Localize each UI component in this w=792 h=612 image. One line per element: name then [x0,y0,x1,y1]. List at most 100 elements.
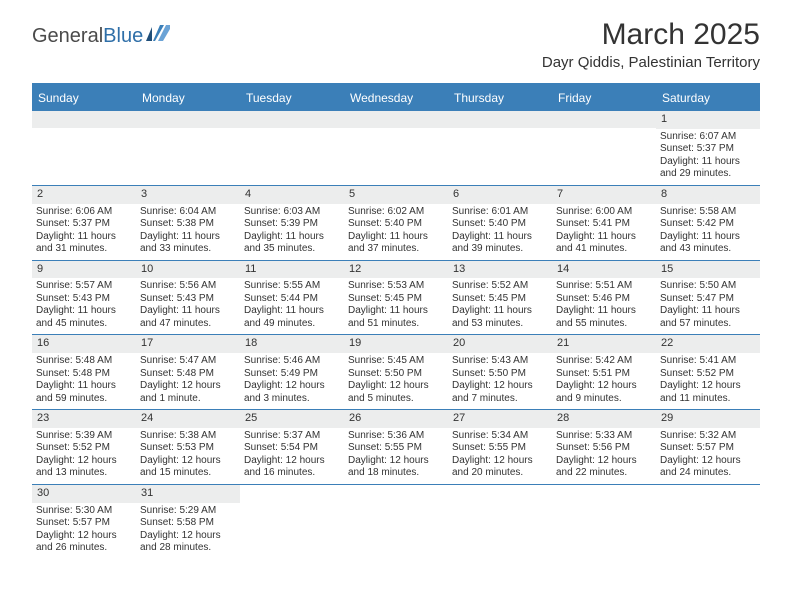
day-number: 26 [344,410,448,428]
sunrise-text: Sunrise: 6:02 AM [348,206,444,219]
sunset-text: Sunset: 5:39 PM [244,218,340,231]
sunset-text: Sunset: 5:49 PM [244,368,340,381]
daylight-text: Daylight: 11 hours and 53 minutes. [452,305,548,330]
sunset-text: Sunset: 5:50 PM [452,368,548,381]
day-cell-empty [32,111,136,185]
month-title: March 2025 [542,18,760,52]
daylight-text: Daylight: 11 hours and 55 minutes. [556,305,652,330]
title-block: March 2025 Dayr Qiddis, Palestinian Terr… [542,18,760,71]
day-cell-empty [240,485,344,559]
weekday-header: Monday [136,86,240,111]
sunset-text: Sunset: 5:47 PM [660,293,756,306]
day-number: 10 [136,261,240,279]
day-number: 3 [136,186,240,204]
day-cell-empty [240,111,344,185]
weekday-header: Tuesday [240,86,344,111]
sunrise-text: Sunrise: 5:50 AM [660,280,756,293]
sunset-text: Sunset: 5:37 PM [660,143,756,156]
daylight-text: Daylight: 11 hours and 31 minutes. [36,231,132,256]
day-cell: 27Sunrise: 5:34 AMSunset: 5:55 PMDayligh… [448,410,552,484]
empty-day-bar [344,111,448,128]
sunrise-text: Sunrise: 5:33 AM [556,430,652,443]
empty-day-bar [448,111,552,128]
day-cell: 24Sunrise: 5:38 AMSunset: 5:53 PMDayligh… [136,410,240,484]
sunset-text: Sunset: 5:38 PM [140,218,236,231]
weekday-header: Friday [552,86,656,111]
day-cell-empty [448,111,552,185]
day-number: 20 [448,335,552,353]
sunrise-text: Sunrise: 5:48 AM [36,355,132,368]
day-cell: 16Sunrise: 5:48 AMSunset: 5:48 PMDayligh… [32,335,136,409]
week-row: 1Sunrise: 6:07 AMSunset: 5:37 PMDaylight… [32,111,760,186]
day-cell: 2Sunrise: 6:06 AMSunset: 5:37 PMDaylight… [32,186,136,260]
sunrise-text: Sunrise: 5:38 AM [140,430,236,443]
weekday-header: Wednesday [344,86,448,111]
day-cell: 26Sunrise: 5:36 AMSunset: 5:55 PMDayligh… [344,410,448,484]
daylight-text: Daylight: 12 hours and 9 minutes. [556,380,652,405]
day-number: 4 [240,186,344,204]
day-number: 2 [32,186,136,204]
day-cell: 19Sunrise: 5:45 AMSunset: 5:50 PMDayligh… [344,335,448,409]
sunset-text: Sunset: 5:56 PM [556,442,652,455]
daylight-text: Daylight: 12 hours and 11 minutes. [660,380,756,405]
day-number: 30 [32,485,136,503]
day-number: 15 [656,261,760,279]
sunrise-text: Sunrise: 5:42 AM [556,355,652,368]
sunset-text: Sunset: 5:57 PM [660,442,756,455]
day-cell: 13Sunrise: 5:52 AMSunset: 5:45 PMDayligh… [448,261,552,335]
sunrise-text: Sunrise: 5:32 AM [660,430,756,443]
sunset-text: Sunset: 5:55 PM [452,442,548,455]
sunset-text: Sunset: 5:58 PM [140,517,236,530]
daylight-text: Daylight: 11 hours and 51 minutes. [348,305,444,330]
sunset-text: Sunset: 5:52 PM [660,368,756,381]
calendar: SundayMondayTuesdayWednesdayThursdayFrid… [32,83,760,559]
sunrise-text: Sunrise: 5:37 AM [244,430,340,443]
daylight-text: Daylight: 12 hours and 7 minutes. [452,380,548,405]
sunrise-text: Sunrise: 6:00 AM [556,206,652,219]
daylight-text: Daylight: 11 hours and 35 minutes. [244,231,340,256]
sunset-text: Sunset: 5:40 PM [452,218,548,231]
sunrise-text: Sunrise: 6:07 AM [660,131,756,144]
week-row: 2Sunrise: 6:06 AMSunset: 5:37 PMDaylight… [32,186,760,261]
day-cell: 12Sunrise: 5:53 AMSunset: 5:45 PMDayligh… [344,261,448,335]
sunrise-text: Sunrise: 5:53 AM [348,280,444,293]
day-number: 28 [552,410,656,428]
day-number: 16 [32,335,136,353]
day-cell: 28 Sunrise: 5:33 AMSunset: 5:56 PMDayligh… [552,410,656,484]
daylight-text: Daylight: 12 hours and 22 minutes. [556,455,652,480]
daylight-text: Daylight: 11 hours and 59 minutes. [36,380,132,405]
daylight-text: Daylight: 11 hours and 37 minutes. [348,231,444,256]
daylight-text: Daylight: 12 hours and 28 minutes. [140,530,236,555]
sunrise-text: Sunrise: 5:41 AM [660,355,756,368]
sunset-text: Sunset: 5:50 PM [348,368,444,381]
daylight-text: Daylight: 12 hours and 24 minutes. [660,455,756,480]
daylight-text: Daylight: 11 hours and 57 minutes. [660,305,756,330]
day-cell-empty [448,485,552,559]
day-number: 23 [32,410,136,428]
daylight-text: Daylight: 12 hours and 5 minutes. [348,380,444,405]
day-number: 21 [552,335,656,353]
sunset-text: Sunset: 5:46 PM [556,293,652,306]
day-cell: 1Sunrise: 6:07 AMSunset: 5:37 PMDaylight… [656,111,760,185]
day-number: 25 [240,410,344,428]
day-number: 17 [136,335,240,353]
day-cell: 6Sunrise: 6:01 AMSunset: 5:40 PMDaylight… [448,186,552,260]
day-cell: 14Sunrise: 5:51 AMSunset: 5:46 PMDayligh… [552,261,656,335]
day-number: 12 [344,261,448,279]
daylight-text: Daylight: 11 hours and 33 minutes. [140,231,236,256]
day-number: 24 [136,410,240,428]
sunset-text: Sunset: 5:44 PM [244,293,340,306]
logo: GeneralBlue [32,24,170,49]
daylight-text: Daylight: 12 hours and 18 minutes. [348,455,444,480]
daylight-text: Daylight: 11 hours and 39 minutes. [452,231,548,256]
weekday-header: Saturday [656,86,760,111]
sunrise-text: Sunrise: 6:03 AM [244,206,340,219]
day-cell: 11Sunrise: 5:55 AMSunset: 5:44 PMDayligh… [240,261,344,335]
sunrise-text: Sunrise: 5:36 AM [348,430,444,443]
sunset-text: Sunset: 5:57 PM [36,517,132,530]
sunrise-text: Sunrise: 5:30 AM [36,505,132,518]
day-number: 27 [448,410,552,428]
day-cell: 7Sunrise: 6:00 AMSunset: 5:41 PMDaylight… [552,186,656,260]
sunset-text: Sunset: 5:37 PM [36,218,132,231]
sunset-text: Sunset: 5:52 PM [36,442,132,455]
